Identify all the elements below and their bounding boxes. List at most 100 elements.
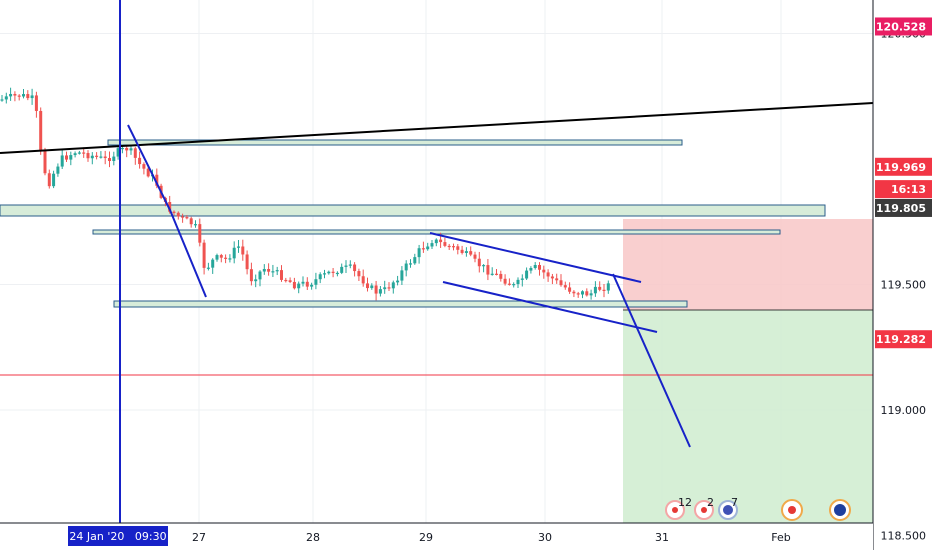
candle xyxy=(503,274,507,286)
candle xyxy=(280,265,283,282)
candle xyxy=(181,213,185,223)
svg-text:119.805: 119.805 xyxy=(876,202,926,215)
candle xyxy=(43,147,47,176)
candle xyxy=(9,87,13,101)
take-profit-zone[interactable] xyxy=(623,310,873,523)
zone-rectangle-bottom[interactable] xyxy=(113,300,688,308)
time-tick-label: 27 xyxy=(192,531,206,544)
candle xyxy=(262,264,266,275)
candle xyxy=(447,243,451,250)
time-tick-label: 30 xyxy=(538,531,552,544)
candle xyxy=(542,265,546,279)
candle xyxy=(206,262,210,271)
candle xyxy=(344,260,348,273)
long-trendline[interactable] xyxy=(0,102,874,154)
candle xyxy=(47,169,51,189)
candle xyxy=(443,237,447,248)
candle xyxy=(254,274,258,288)
candle xyxy=(133,146,137,165)
candle xyxy=(211,258,215,274)
candle xyxy=(271,264,275,278)
candle xyxy=(490,267,494,276)
breakdown-projection-line[interactable] xyxy=(612,273,691,448)
candle xyxy=(292,277,296,290)
current-price-label: 119.969 xyxy=(875,157,932,176)
event-marker-12[interactable]: 12 xyxy=(665,496,692,520)
candle xyxy=(404,260,408,277)
event-marker-7[interactable]: 7 xyxy=(718,496,738,520)
time-tick-label: 29 xyxy=(419,531,433,544)
price-tick-label: 119.000 xyxy=(881,404,927,417)
candle xyxy=(520,274,524,287)
candle xyxy=(357,268,361,282)
event-marker-2-count: 2 xyxy=(707,496,714,509)
zone-rectangle-top[interactable] xyxy=(107,139,683,146)
candle xyxy=(581,290,584,299)
candle xyxy=(374,280,378,301)
candle xyxy=(305,277,309,290)
candlestick-series xyxy=(0,87,610,301)
candle xyxy=(129,145,133,155)
candle xyxy=(56,163,60,177)
candle xyxy=(426,242,430,251)
candle xyxy=(469,246,473,257)
candle xyxy=(477,251,481,273)
candle xyxy=(202,239,206,275)
candle xyxy=(189,216,193,228)
zone-rectangle-wide[interactable] xyxy=(0,204,826,217)
candle xyxy=(237,240,240,253)
candle xyxy=(90,152,94,165)
candle xyxy=(409,259,412,268)
candle xyxy=(495,269,498,276)
candle xyxy=(284,277,288,283)
candle xyxy=(267,263,271,276)
candle xyxy=(241,239,245,261)
candle xyxy=(4,92,8,104)
candle xyxy=(589,289,593,300)
candle xyxy=(99,151,103,159)
drop-projection-line-left[interactable] xyxy=(127,124,207,298)
event-marker-flag-red[interactable] xyxy=(781,499,803,521)
candle xyxy=(546,269,550,282)
candle xyxy=(383,280,387,294)
channel-lower-line[interactable] xyxy=(442,281,658,333)
candle xyxy=(538,262,541,276)
candle xyxy=(258,270,262,287)
zone-rectangle-mid[interactable] xyxy=(92,229,781,235)
candle xyxy=(245,250,249,275)
price-tick-label: 118.500 xyxy=(881,530,927,543)
time-tick-label: 31 xyxy=(655,531,669,544)
time-axis[interactable]: 27 28 29 30 31 Feb 24 Jan '20 09:30 xyxy=(0,522,873,550)
candle xyxy=(378,286,382,297)
candle xyxy=(417,244,421,264)
candle xyxy=(26,90,30,101)
candle xyxy=(348,260,352,269)
candle xyxy=(232,241,236,264)
time-tick-label: Feb xyxy=(771,531,790,544)
candle xyxy=(555,273,559,284)
event-marker-flag-eu[interactable] xyxy=(829,499,851,521)
candle xyxy=(340,263,344,275)
candle xyxy=(460,245,464,255)
event-markers: 12 2 7 xyxy=(665,496,851,521)
price-axis[interactable]: 122.000121.500121.000120.500119.500119.0… xyxy=(872,0,932,550)
candle xyxy=(387,282,391,291)
candle xyxy=(30,88,34,105)
candle xyxy=(499,270,503,282)
candle xyxy=(0,95,4,102)
candle xyxy=(108,151,111,168)
candle xyxy=(430,240,434,249)
candle xyxy=(301,276,305,287)
event-marker-2[interactable]: 2 xyxy=(694,496,714,520)
candle xyxy=(456,244,460,255)
horizontal-line-price-label: 119.282 xyxy=(875,330,932,349)
time-tick-label: 28 xyxy=(306,531,320,544)
svg-text:119.969: 119.969 xyxy=(876,161,926,174)
channel-upper-line[interactable] xyxy=(429,232,642,283)
candle xyxy=(34,91,38,118)
candle xyxy=(434,238,438,247)
candle xyxy=(366,277,369,292)
candle xyxy=(77,150,81,155)
